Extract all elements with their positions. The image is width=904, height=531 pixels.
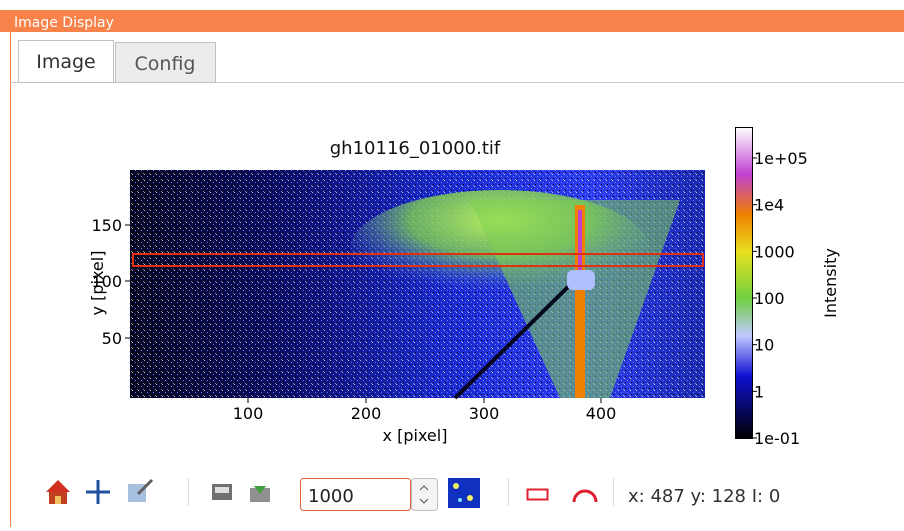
x-axis: 100 200 300 400 x [pixel]: [233, 398, 617, 445]
y-tick-label: 100: [91, 272, 122, 291]
save-button[interactable]: [250, 486, 270, 502]
image: [130, 170, 705, 400]
frame-input-value[interactable]: 1000: [308, 486, 354, 507]
x-label: x [pixel]: [383, 426, 448, 445]
open-button[interactable]: [212, 484, 232, 500]
y-tick-label: 150: [91, 216, 122, 235]
colorbar-tick-label: 1: [754, 382, 764, 401]
plot-title: gh10116_01000.tif: [330, 138, 501, 159]
edit-button[interactable]: [128, 478, 154, 502]
window-title: Image Display: [14, 15, 114, 31]
y-tick-label: 50: [102, 329, 122, 348]
spinner-arrows: [419, 485, 429, 504]
image-streak: [575, 205, 585, 398]
colorbar-tick-label: 10: [754, 336, 774, 355]
colorbar-ticks: 1e+05 1e4 1000 100 10 1 1e-01: [752, 149, 808, 448]
title-bar: [0, 10, 904, 32]
x-tick-label: 100: [233, 404, 264, 423]
toolbar: 1000 x: 487 y: 128 I: 0: [46, 478, 780, 511]
colorbar-tick-label: 1e-01: [754, 429, 800, 448]
colorbar-tick-label: 1e+05: [754, 149, 808, 168]
image-beam: [567, 270, 595, 290]
colorbar-tick-label: 1000: [754, 242, 795, 261]
roi-button[interactable]: [526, 488, 549, 501]
tab[interactable]: [115, 42, 216, 83]
x-tick-label: 300: [469, 404, 500, 423]
colorbar-tick-label: 100: [754, 289, 785, 308]
image-peak: [578, 210, 582, 270]
colormap-button[interactable]: [448, 478, 480, 508]
x-tick-label: 400: [586, 404, 617, 423]
colorbar-label: Intensity: [821, 248, 840, 318]
home-button[interactable]: [46, 480, 70, 504]
tab-active[interactable]: [18, 40, 114, 83]
colorbar: 1e+05 1e4 1000 100 10 1 1e-01 Intensity: [735, 127, 840, 448]
x-tick-label: 200: [351, 404, 382, 423]
colorbar-gradient: [735, 127, 753, 439]
y-label: y [pixel]: [88, 251, 107, 316]
tab-label[interactable]: Config: [135, 53, 196, 75]
spinner[interactable]: [411, 478, 438, 511]
y-axis: 150 100 50 y [pixel]: [88, 216, 130, 348]
pan-button[interactable]: [86, 480, 110, 504]
colorbar-tick-label: 1e4: [754, 196, 784, 215]
status-text: x: 487 y: 128 I: 0: [628, 486, 780, 507]
arc-button[interactable]: [572, 489, 598, 503]
frame-input[interactable]: [300, 478, 411, 511]
image-beamstop: [453, 278, 577, 400]
tab-label[interactable]: Image: [36, 51, 96, 73]
roi-rect: [132, 253, 704, 267]
